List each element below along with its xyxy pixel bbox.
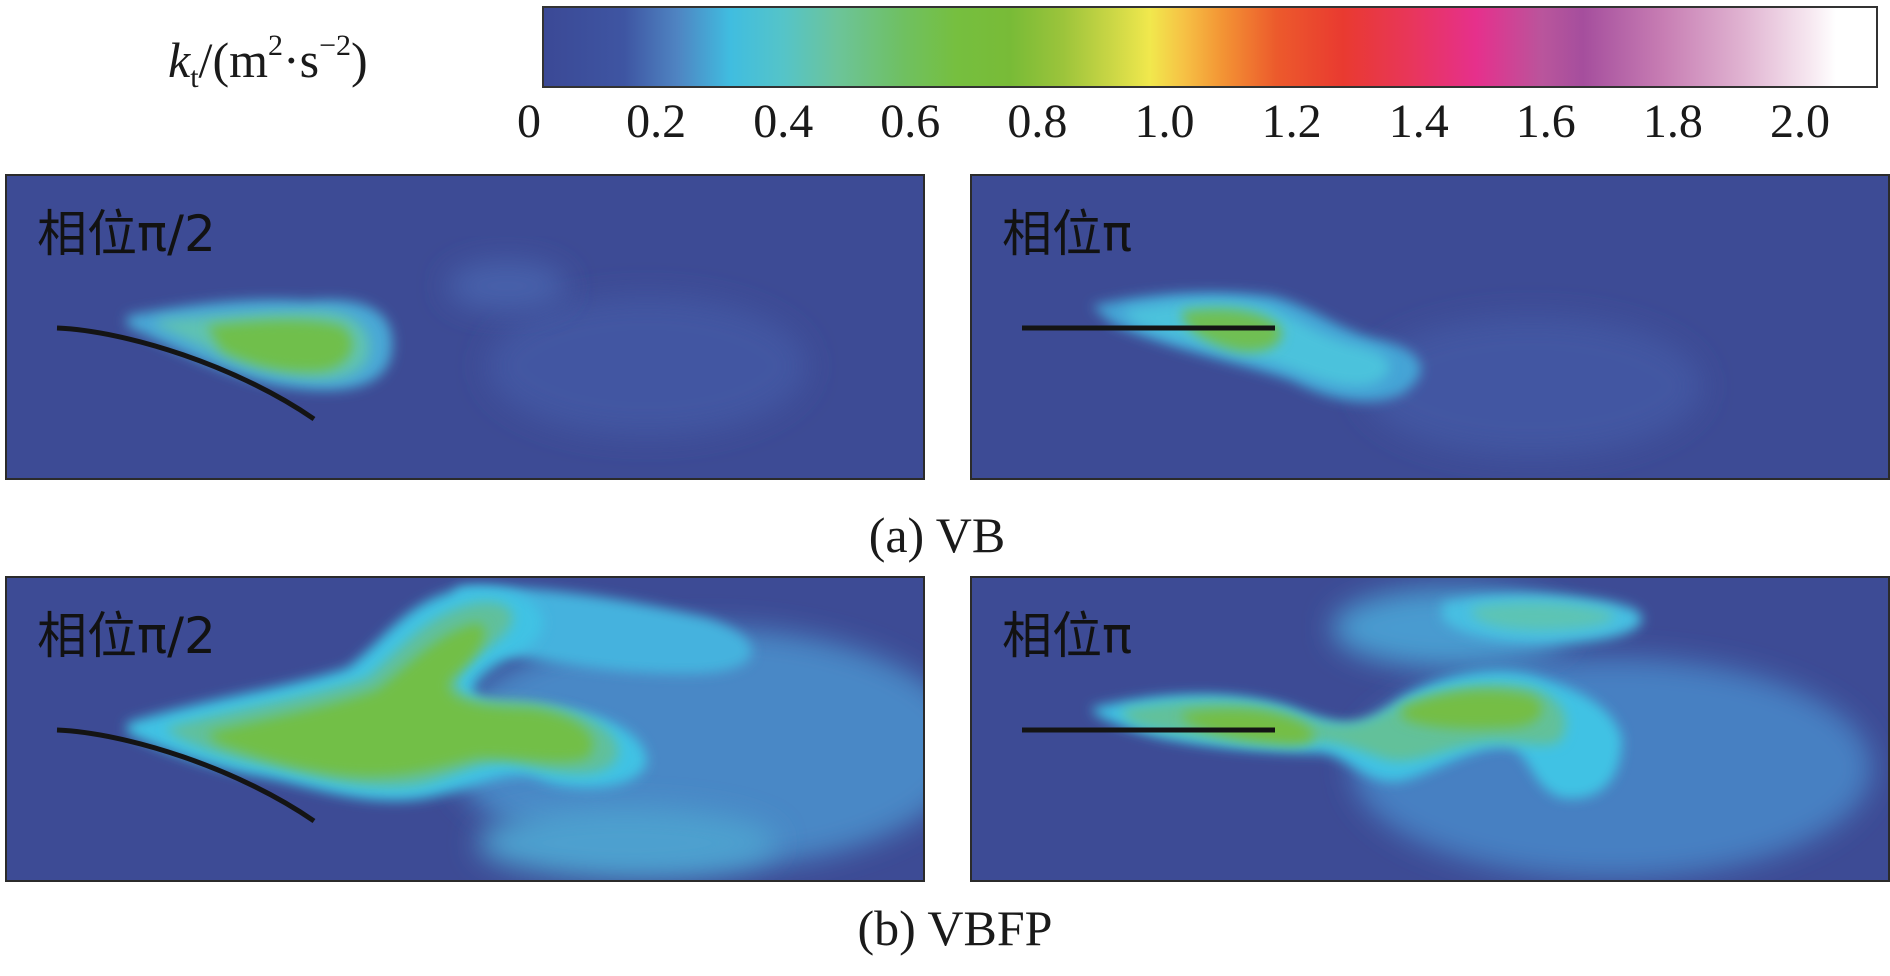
colorbar-tick-label: 0.8 (1007, 95, 1068, 148)
colorbar-quantity: k (168, 32, 191, 88)
colorbar-tick-label: 0.4 (753, 95, 814, 148)
panel-vbfp-phase-pi: 相位π (970, 576, 1890, 882)
colorbar-unit-open: /(m (198, 32, 268, 88)
vb-pi-label: 相位π (1002, 205, 1133, 263)
panel-vbfp-phase-half-pi: 相位π/2 (5, 576, 925, 882)
colorbar-tick-label: 0.6 (880, 95, 941, 148)
colorbar-subscript: t (190, 61, 199, 94)
colorbar-title: kt/(m2·s−2) (168, 10, 368, 114)
colorbar-unit-exp2: −2 (319, 29, 352, 62)
colorbar-gradient (542, 6, 1878, 88)
caption-a-vb: (a) VB (868, 507, 1006, 563)
vbfp-half-pi-field (7, 578, 923, 880)
colorbar-tick-label: 1.2 (1261, 95, 1322, 148)
panel-vb-phase-pi: 相位π (970, 174, 1890, 480)
vb-half-pi-field (7, 176, 923, 478)
panel-vb-phase-half-pi: 相位π/2 (5, 174, 925, 480)
colorbar-tick-label: 0 (517, 95, 541, 148)
colorbar-tick-label: 1.4 (1388, 95, 1449, 148)
colorbar-tick-label: 1.0 (1134, 95, 1195, 148)
colorbar-tick-label: 0.2 (626, 95, 687, 148)
colorbar-tick-label: 2.0 (1770, 95, 1830, 148)
colorbar-tick-label: 1.8 (1642, 95, 1703, 148)
vbfp-pi-label: 相位π (1002, 607, 1133, 665)
colorbar-unit-exp1: 2 (267, 29, 283, 62)
colorbar-unit-close: ) (351, 32, 368, 88)
colorbar-tick-label: 1.6 (1515, 95, 1576, 148)
vbfp-pi-field (972, 578, 1888, 880)
colorbar-unit-mid: ·s (282, 32, 320, 88)
vbfp-half-pi-label: 相位π/2 (37, 607, 216, 665)
vb-half-pi-label: 相位π/2 (37, 205, 216, 263)
vb-pi-field (972, 176, 1888, 478)
caption-b-vbfp: (b) VBFP (857, 900, 1053, 956)
